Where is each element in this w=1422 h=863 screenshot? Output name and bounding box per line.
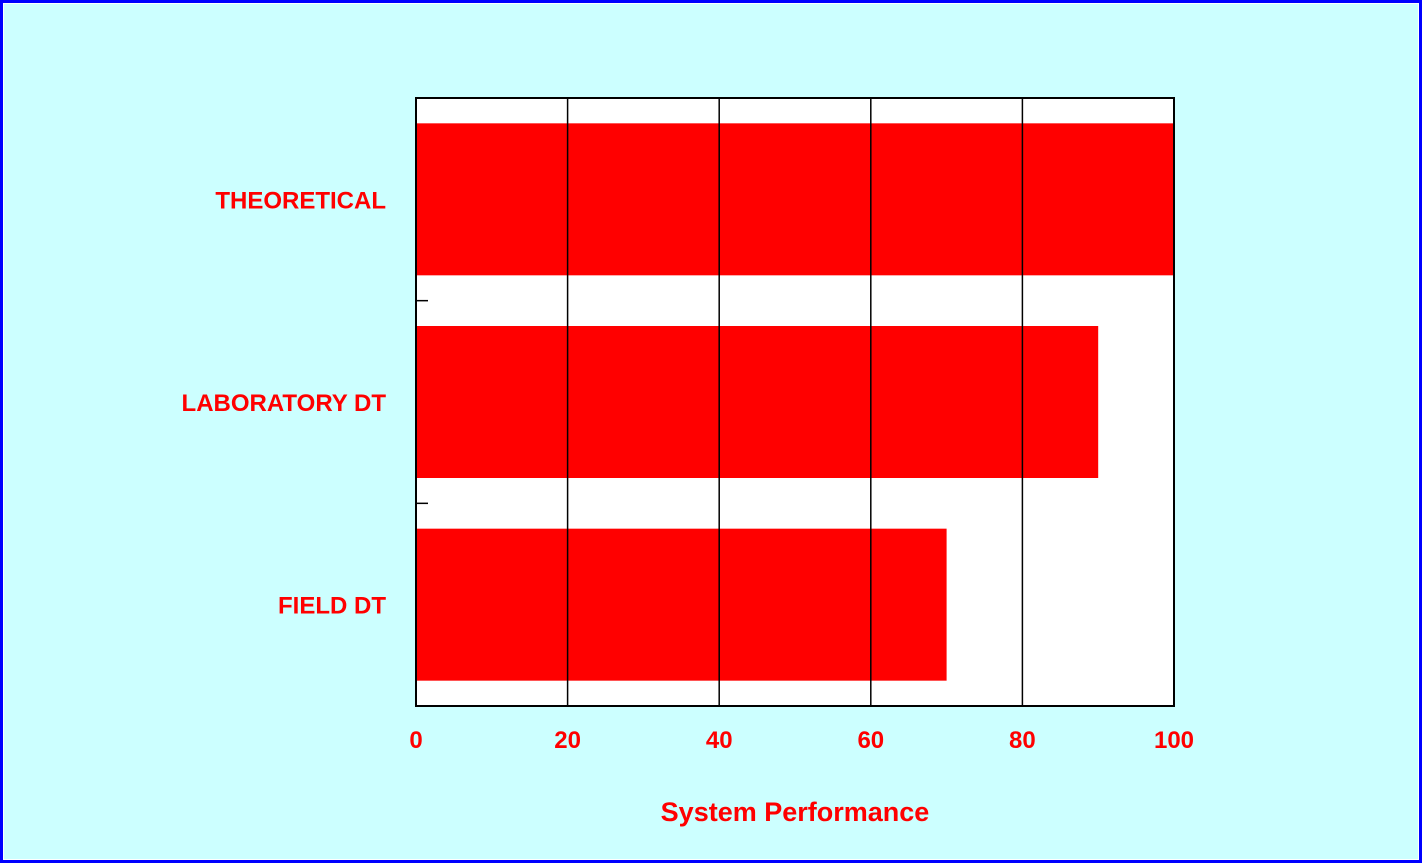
x-tick-label: 20 bbox=[554, 727, 581, 754]
bar-field-dt bbox=[416, 528, 947, 681]
category-label-field-dt: FIELD DT bbox=[278, 593, 386, 620]
bar-laboratory-dt bbox=[416, 326, 1099, 478]
x-tick-label: 80 bbox=[1009, 727, 1036, 754]
x-tick-label: 40 bbox=[706, 727, 733, 754]
category-label-theoretical: THEORETICAL bbox=[215, 187, 386, 214]
plot-border bbox=[415, 97, 1175, 707]
bar-theoretical bbox=[416, 123, 1174, 276]
x-tick-label: 0 bbox=[409, 727, 422, 754]
x-axis-label: System Performance bbox=[661, 797, 930, 827]
x-tick-label: 60 bbox=[857, 727, 884, 754]
x-tick-label: 100 bbox=[1154, 727, 1194, 754]
category-label-laboratory-dt: LABORATORY DT bbox=[182, 390, 387, 417]
